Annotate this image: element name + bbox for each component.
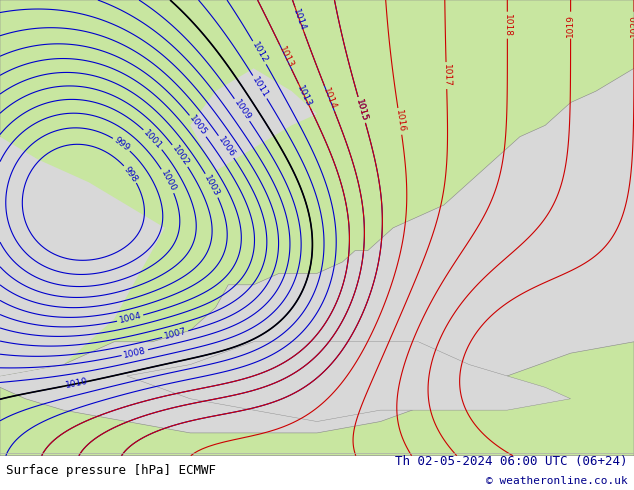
Text: 1010: 1010 bbox=[64, 377, 89, 391]
Text: 1002: 1002 bbox=[170, 144, 190, 168]
Text: 1020: 1020 bbox=[630, 14, 634, 37]
Text: 999: 999 bbox=[112, 136, 131, 153]
Text: 1012: 1012 bbox=[250, 41, 269, 65]
Text: 1018: 1018 bbox=[503, 14, 512, 37]
Text: 1006: 1006 bbox=[216, 135, 236, 159]
Text: 1007: 1007 bbox=[163, 327, 188, 342]
Text: 1009: 1009 bbox=[232, 98, 252, 122]
Text: 1013: 1013 bbox=[276, 45, 295, 70]
Polygon shape bbox=[127, 342, 571, 421]
Polygon shape bbox=[0, 137, 165, 376]
Text: 1019: 1019 bbox=[566, 14, 575, 37]
Text: Th 02-05-2024 06:00 UTC (06+24): Th 02-05-2024 06:00 UTC (06+24) bbox=[395, 455, 628, 468]
Text: 1011: 1011 bbox=[250, 75, 269, 99]
Text: Surface pressure [hPa] ECMWF: Surface pressure [hPa] ECMWF bbox=[6, 465, 216, 477]
Text: 1004: 1004 bbox=[118, 311, 143, 325]
Text: 1013: 1013 bbox=[295, 84, 314, 108]
Text: 1001: 1001 bbox=[142, 128, 164, 151]
Text: 1016: 1016 bbox=[394, 109, 406, 133]
Text: 998: 998 bbox=[122, 165, 139, 184]
Text: 1008: 1008 bbox=[122, 346, 147, 360]
Text: 1014: 1014 bbox=[292, 7, 307, 32]
Text: 1005: 1005 bbox=[187, 114, 209, 138]
Text: 1000: 1000 bbox=[158, 169, 178, 193]
Text: 1003: 1003 bbox=[202, 173, 221, 198]
Text: 1017: 1017 bbox=[441, 64, 451, 87]
Polygon shape bbox=[0, 342, 634, 456]
Text: 1014: 1014 bbox=[321, 86, 338, 111]
Polygon shape bbox=[0, 0, 634, 376]
Polygon shape bbox=[190, 68, 317, 171]
Text: 1015: 1015 bbox=[354, 98, 369, 122]
Text: 1015: 1015 bbox=[354, 98, 369, 122]
Text: © weatheronline.co.uk: © weatheronline.co.uk bbox=[486, 476, 628, 486]
